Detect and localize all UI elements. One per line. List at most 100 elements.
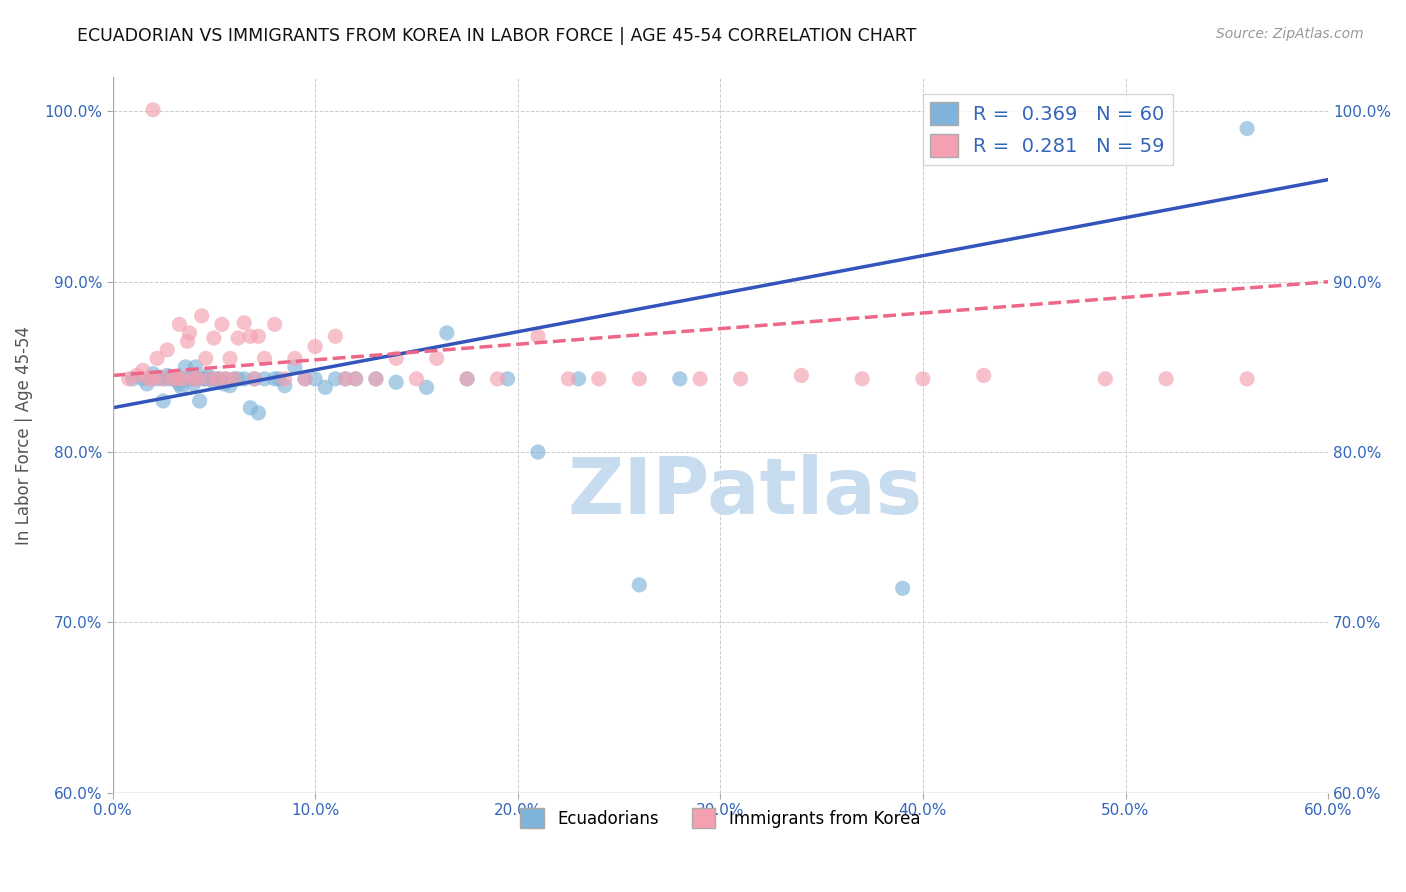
Point bbox=[157, 372, 180, 386]
Point bbox=[263, 318, 285, 332]
Point bbox=[188, 394, 211, 409]
Y-axis label: In Labor Force | Age 45-54: In Labor Force | Age 45-54 bbox=[15, 326, 32, 544]
Point bbox=[588, 372, 610, 386]
Text: Source: ZipAtlas.com: Source: ZipAtlas.com bbox=[1216, 27, 1364, 41]
Point bbox=[166, 374, 188, 388]
Point bbox=[146, 351, 169, 366]
Point bbox=[162, 372, 184, 386]
Point bbox=[174, 359, 197, 374]
Point bbox=[179, 326, 201, 340]
Point bbox=[194, 372, 217, 386]
Text: ECUADORIAN VS IMMIGRANTS FROM KOREA IN LABOR FORCE | AGE 45-54 CORRELATION CHART: ECUADORIAN VS IMMIGRANTS FROM KOREA IN L… bbox=[77, 27, 917, 45]
Point bbox=[142, 103, 165, 117]
Point bbox=[294, 372, 316, 386]
Point bbox=[156, 368, 179, 383]
Point bbox=[176, 334, 198, 349]
Legend: Ecuadorians, Immigrants from Korea: Ecuadorians, Immigrants from Korea bbox=[513, 802, 927, 834]
Point bbox=[436, 326, 458, 340]
Point bbox=[314, 380, 336, 394]
Point bbox=[202, 376, 225, 390]
Point bbox=[121, 372, 143, 386]
Point bbox=[179, 372, 201, 386]
Point bbox=[284, 359, 307, 374]
Point bbox=[730, 372, 752, 386]
Point bbox=[304, 372, 326, 386]
Point bbox=[193, 372, 215, 386]
Point bbox=[183, 372, 205, 386]
Point bbox=[247, 406, 270, 420]
Point bbox=[344, 372, 367, 386]
Point bbox=[198, 372, 221, 386]
Point bbox=[304, 339, 326, 353]
Point bbox=[1236, 372, 1258, 386]
Point bbox=[172, 372, 194, 386]
Point bbox=[222, 372, 245, 386]
Point bbox=[183, 372, 205, 386]
Point bbox=[263, 372, 285, 386]
Point bbox=[325, 329, 347, 343]
Point bbox=[426, 351, 449, 366]
Point bbox=[669, 372, 692, 386]
Point bbox=[170, 380, 193, 394]
Point bbox=[184, 359, 207, 374]
Point bbox=[166, 372, 188, 386]
Point bbox=[1236, 121, 1258, 136]
Point bbox=[233, 372, 256, 386]
Point bbox=[239, 329, 262, 343]
Point bbox=[294, 372, 316, 386]
Point bbox=[335, 372, 357, 386]
Point bbox=[527, 329, 550, 343]
Point bbox=[284, 351, 307, 366]
Point bbox=[136, 376, 159, 391]
Point bbox=[215, 372, 238, 386]
Point bbox=[212, 376, 235, 391]
Point bbox=[162, 372, 184, 386]
Point bbox=[247, 329, 270, 343]
Point bbox=[557, 372, 579, 386]
Point bbox=[183, 376, 205, 391]
Point bbox=[335, 372, 357, 386]
Point bbox=[152, 372, 174, 386]
Point bbox=[219, 351, 242, 366]
Point bbox=[790, 368, 813, 383]
Point bbox=[169, 376, 191, 391]
Point bbox=[190, 309, 212, 323]
Point bbox=[187, 372, 209, 386]
Point bbox=[142, 372, 165, 386]
Point bbox=[146, 372, 169, 386]
Point bbox=[415, 380, 437, 394]
Point bbox=[567, 372, 589, 386]
Point bbox=[456, 372, 478, 386]
Point bbox=[138, 372, 160, 386]
Point bbox=[364, 372, 387, 386]
Point bbox=[689, 372, 711, 386]
Point bbox=[233, 316, 256, 330]
Point bbox=[142, 367, 165, 381]
Point bbox=[118, 372, 141, 386]
Point bbox=[207, 372, 229, 386]
Point bbox=[325, 372, 347, 386]
Point bbox=[253, 372, 276, 386]
Point bbox=[385, 376, 408, 390]
Point bbox=[891, 582, 914, 596]
Point bbox=[152, 372, 174, 386]
Point bbox=[364, 372, 387, 386]
Point bbox=[385, 351, 408, 366]
Point bbox=[211, 318, 233, 332]
Point bbox=[274, 372, 297, 386]
Point bbox=[132, 372, 155, 386]
Point bbox=[202, 331, 225, 345]
Point bbox=[911, 372, 934, 386]
Point bbox=[208, 372, 231, 386]
Point bbox=[194, 351, 217, 366]
Point bbox=[496, 372, 519, 386]
Point bbox=[169, 318, 191, 332]
Point bbox=[197, 368, 219, 383]
Point bbox=[239, 401, 262, 415]
Point bbox=[222, 372, 245, 386]
Point bbox=[226, 372, 249, 386]
Point bbox=[253, 351, 276, 366]
Point bbox=[456, 372, 478, 386]
Point bbox=[132, 363, 155, 377]
Point bbox=[156, 343, 179, 357]
